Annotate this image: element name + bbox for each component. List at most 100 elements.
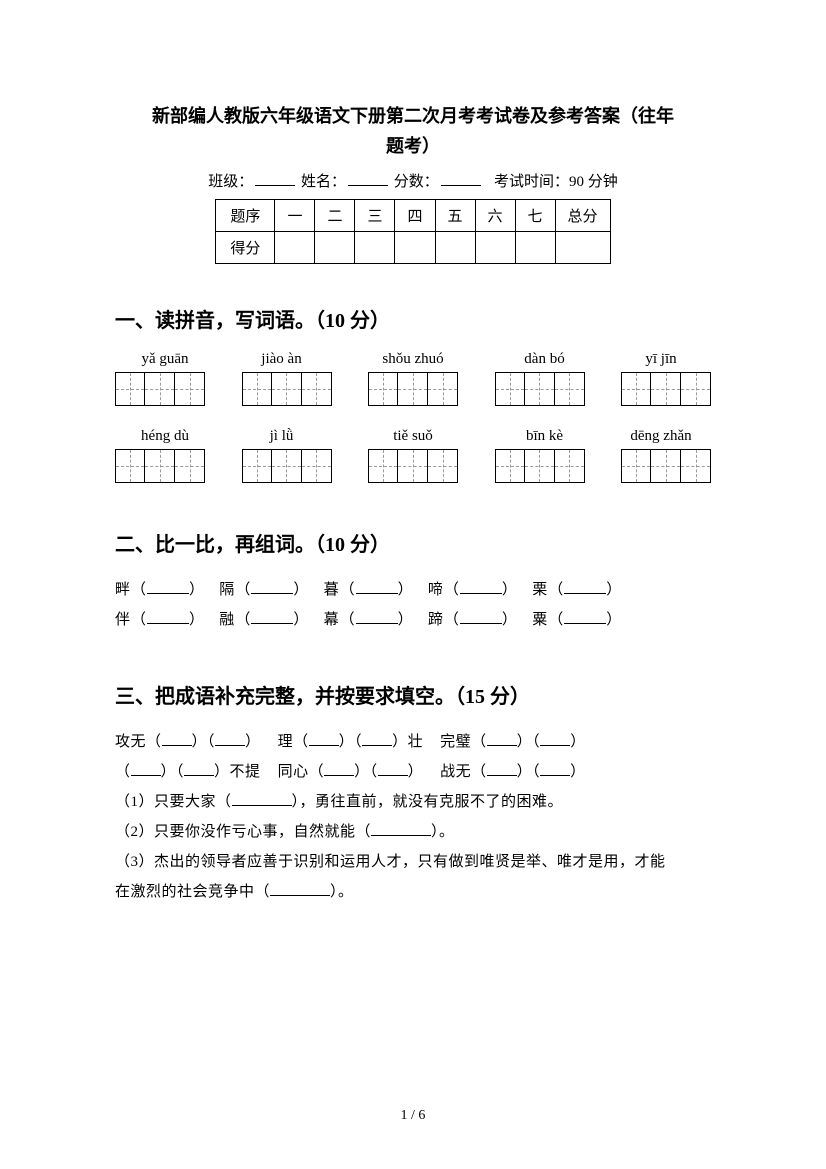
td-2[interactable] bbox=[315, 232, 355, 264]
td-total[interactable] bbox=[555, 232, 610, 264]
td-1[interactable] bbox=[275, 232, 315, 264]
char-1a: 畔 bbox=[115, 582, 131, 598]
score-table: 题序 一 二 三 四 五 六 七 总分 得分 bbox=[215, 199, 610, 264]
char-box-group[interactable] bbox=[368, 372, 458, 406]
idiom-1a: 攻无 bbox=[115, 734, 146, 750]
table-row-scores: 得分 bbox=[216, 232, 610, 264]
pinyin-5: yī jīn bbox=[616, 351, 706, 368]
th-1: 一 bbox=[275, 200, 315, 232]
idiom-line-1: 攻无（）（） 理（）（）壮 完璧（）（） bbox=[115, 727, 711, 757]
fill-blank[interactable] bbox=[147, 593, 189, 594]
fill-blank[interactable] bbox=[540, 775, 570, 776]
box-row-2 bbox=[115, 449, 711, 483]
fill-blank[interactable] bbox=[356, 593, 398, 594]
th-5: 五 bbox=[435, 200, 475, 232]
pinyin-6: héng dù bbox=[120, 428, 210, 445]
idiom-2b: 同心 bbox=[278, 764, 309, 780]
idiom-2c: 战无 bbox=[440, 764, 471, 780]
fill-blank-long[interactable] bbox=[371, 835, 431, 836]
question-1: （1）只要大家（），勇往直前，就没有克服不了的困难。 bbox=[115, 787, 711, 817]
fill-blank[interactable] bbox=[487, 775, 517, 776]
page-number: 1 / 6 bbox=[0, 1108, 826, 1124]
question-3-line2: 在激烈的社会竞争中（）。 bbox=[115, 877, 711, 907]
fill-blank[interactable] bbox=[460, 593, 502, 594]
name-blank[interactable] bbox=[348, 185, 388, 186]
fill-blank[interactable] bbox=[356, 623, 398, 624]
fill-blank-long[interactable] bbox=[232, 805, 292, 806]
fill-blank[interactable] bbox=[564, 593, 606, 594]
char-4b: 蹄 bbox=[428, 612, 444, 628]
char-3a: 暮 bbox=[324, 582, 340, 598]
fill-blank[interactable] bbox=[147, 623, 189, 624]
char-box-group[interactable] bbox=[621, 372, 711, 406]
char-box-group[interactable] bbox=[368, 449, 458, 483]
name-label: 姓名： bbox=[301, 174, 346, 190]
title-sub: 题考） bbox=[115, 132, 711, 158]
char-2a: 隔 bbox=[219, 582, 235, 598]
th-label: 题序 bbox=[216, 200, 275, 232]
fill-blank[interactable] bbox=[362, 745, 392, 746]
pinyin-row-1: yǎ guān jiào àn shǒu zhuó dàn bó yī jīn bbox=[115, 351, 711, 368]
section1-title: 一、读拼音，写词语。（10 分） bbox=[115, 304, 711, 333]
char-2b: 融 bbox=[219, 612, 235, 628]
char-box-group[interactable] bbox=[495, 449, 585, 483]
th-4: 四 bbox=[395, 200, 435, 232]
td-5[interactable] bbox=[435, 232, 475, 264]
char-box-group[interactable] bbox=[621, 449, 711, 483]
fill-blank[interactable] bbox=[251, 623, 293, 624]
char-5b: 粟 bbox=[532, 612, 548, 628]
fill-blank-long[interactable] bbox=[270, 895, 330, 896]
td-4[interactable] bbox=[395, 232, 435, 264]
compare-row-1: 畔（） 隔（） 暮（） 啼（） 栗（） bbox=[115, 575, 711, 605]
idiom-2a: 不提 bbox=[230, 764, 261, 780]
pinyin-2: jiào àn bbox=[237, 351, 327, 368]
char-box-group[interactable] bbox=[242, 449, 332, 483]
idiom-1b: 理 bbox=[278, 734, 294, 750]
pinyin-row-2: héng dù jì lǜ tiě suǒ bīn kè dēng zhǎn bbox=[115, 428, 711, 445]
title-main: 新部编人教版六年级语文下册第二次月考考试卷及参考答案（往年 bbox=[115, 100, 711, 132]
fill-blank[interactable] bbox=[487, 745, 517, 746]
th-7: 七 bbox=[515, 200, 555, 232]
pinyin-7: jì lǜ bbox=[237, 428, 327, 445]
fill-blank[interactable] bbox=[184, 775, 214, 776]
fill-blank[interactable] bbox=[324, 775, 354, 776]
td-7[interactable] bbox=[515, 232, 555, 264]
info-line: 班级： 姓名： 分数： 考试时间：90 分钟 bbox=[115, 170, 711, 191]
pinyin-10: dēng zhǎn bbox=[616, 428, 706, 445]
q2-after: ）。 bbox=[431, 824, 455, 840]
char-box-group[interactable] bbox=[495, 372, 585, 406]
char-box-group[interactable] bbox=[115, 372, 205, 406]
td-6[interactable] bbox=[475, 232, 515, 264]
fill-blank[interactable] bbox=[460, 623, 502, 624]
section3-title: 三、把成语补充完整，并按要求填空。（15 分） bbox=[115, 680, 711, 709]
td-3[interactable] bbox=[355, 232, 395, 264]
question-2: （2）只要你没作亏心事，自然就能（）。 bbox=[115, 817, 711, 847]
question-3-line1: （3）杰出的领导者应善于识别和运用人才，只有做到唯贤是举、唯才是用，才能 bbox=[115, 847, 711, 877]
char-4a: 啼 bbox=[428, 582, 444, 598]
char-box-group[interactable] bbox=[242, 372, 332, 406]
table-row-header: 题序 一 二 三 四 五 六 七 总分 bbox=[216, 200, 610, 232]
score-label: 分数： bbox=[394, 174, 439, 190]
td-label: 得分 bbox=[216, 232, 275, 264]
th-6: 六 bbox=[475, 200, 515, 232]
fill-blank[interactable] bbox=[162, 745, 192, 746]
pinyin-4: dàn bó bbox=[500, 351, 590, 368]
q3-before: （3）杰出的领导者应善于识别和运用人才，只有做到唯贤是举、唯才是用，才能 bbox=[115, 854, 666, 870]
char-box-group[interactable] bbox=[115, 449, 205, 483]
time-label: 考试时间：90 分钟 bbox=[494, 174, 618, 190]
fill-blank[interactable] bbox=[251, 593, 293, 594]
fill-blank[interactable] bbox=[564, 623, 606, 624]
class-blank[interactable] bbox=[255, 185, 295, 186]
char-3b: 幕 bbox=[324, 612, 340, 628]
pinyin-1: yǎ guān bbox=[120, 351, 210, 368]
fill-blank[interactable] bbox=[309, 745, 339, 746]
q1-after: ），勇往直前，就没有克服不了的困难。 bbox=[292, 794, 564, 810]
compare-row-2: 伴（） 融（） 幕（） 蹄（） 粟（） bbox=[115, 605, 711, 635]
fill-blank[interactable] bbox=[540, 745, 570, 746]
char-5a: 栗 bbox=[532, 582, 548, 598]
score-blank[interactable] bbox=[441, 185, 481, 186]
fill-blank[interactable] bbox=[131, 775, 161, 776]
fill-blank[interactable] bbox=[215, 745, 245, 746]
pinyin-8: tiě suǒ bbox=[353, 428, 473, 445]
fill-blank[interactable] bbox=[378, 775, 408, 776]
